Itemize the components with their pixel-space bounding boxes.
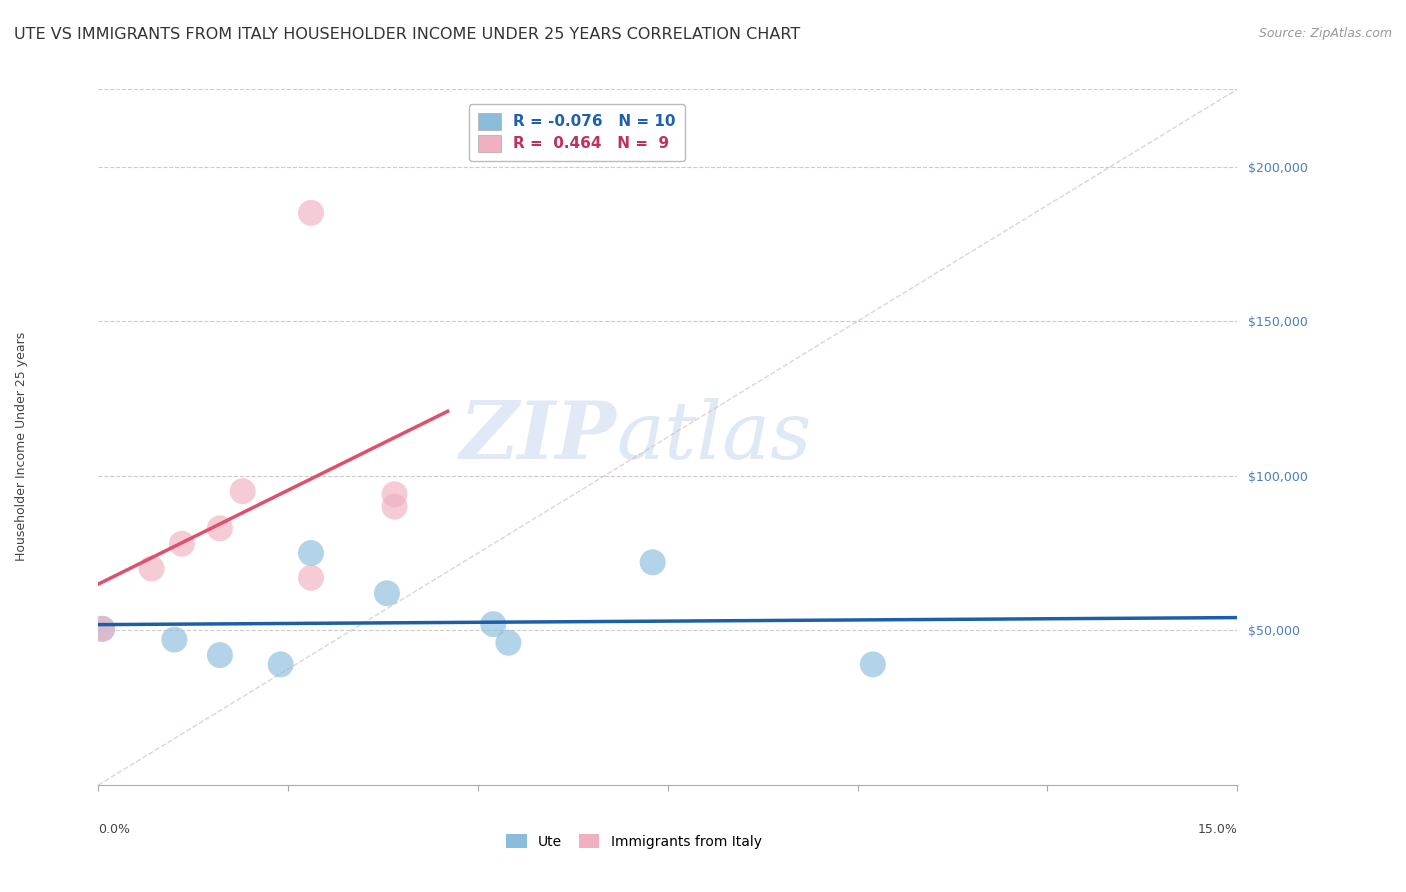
- Point: [208, 648, 231, 662]
- Point: [163, 632, 186, 647]
- Point: [299, 571, 322, 585]
- Text: Householder Income Under 25 years: Householder Income Under 25 years: [14, 331, 28, 561]
- Point: [208, 521, 231, 535]
- Text: 15.0%: 15.0%: [1198, 823, 1237, 836]
- Text: atlas: atlas: [617, 399, 813, 475]
- Point: [299, 206, 322, 220]
- Point: [170, 537, 193, 551]
- Text: 0.0%: 0.0%: [98, 823, 131, 836]
- Point: [299, 546, 322, 560]
- Text: Source: ZipAtlas.com: Source: ZipAtlas.com: [1258, 27, 1392, 40]
- Point: [141, 561, 163, 575]
- Legend: Ute, Immigrants from Italy: Ute, Immigrants from Italy: [501, 829, 768, 855]
- Point: [91, 622, 114, 636]
- Point: [375, 586, 398, 600]
- Point: [641, 555, 664, 569]
- Point: [862, 657, 884, 672]
- Point: [232, 484, 254, 499]
- Text: ZIP: ZIP: [460, 399, 617, 475]
- Point: [270, 657, 292, 672]
- Text: UTE VS IMMIGRANTS FROM ITALY HOUSEHOLDER INCOME UNDER 25 YEARS CORRELATION CHART: UTE VS IMMIGRANTS FROM ITALY HOUSEHOLDER…: [14, 27, 800, 42]
- Point: [384, 487, 406, 501]
- Point: [482, 617, 505, 632]
- Point: [384, 500, 406, 514]
- Point: [498, 636, 520, 650]
- Point: [91, 622, 114, 636]
